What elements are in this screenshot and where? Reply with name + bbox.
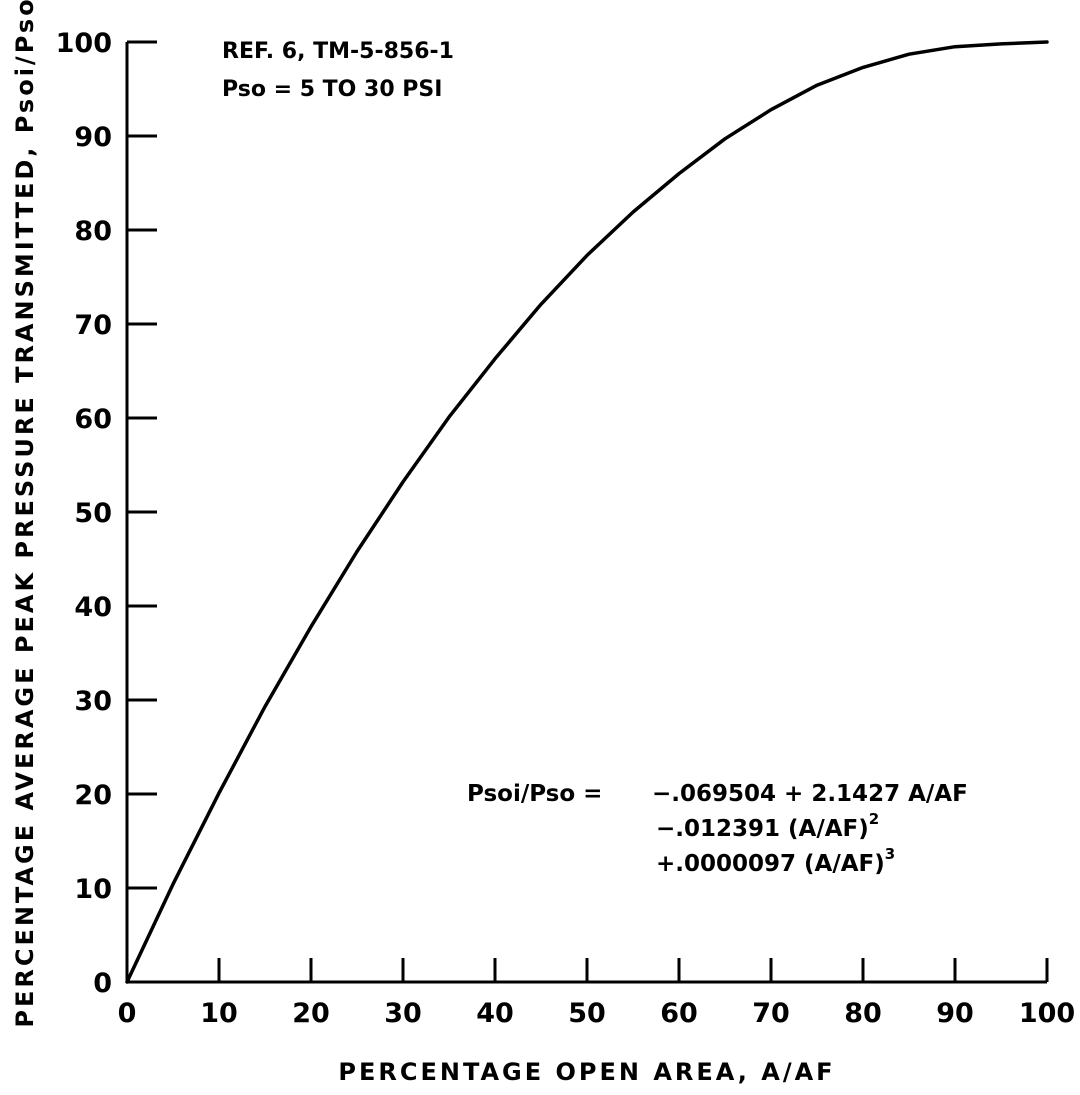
y-tick-label: 0	[93, 968, 112, 999]
x-tick-label: 30	[384, 998, 422, 1029]
y-tick-label: 20	[74, 780, 112, 811]
equation-lhs: Psoi/Pso =	[467, 781, 602, 807]
ticks	[127, 40, 1049, 982]
tick-labels: 0 10 20 30 40 50 60 70 80 90 100 0 10 20 30 40 50 60 70 80 9…	[56, 28, 1076, 1029]
x-tick-label: 60	[660, 998, 698, 1029]
x-tick-label: 0	[118, 998, 137, 1029]
y-tick-label: 90	[74, 122, 112, 153]
y-axis-title: PERCENTAGE AVERAGE PEAK PRESSURE TRANSMI…	[11, 0, 39, 1028]
x-tick-label: 40	[476, 998, 514, 1029]
ref-annotation: REF. 6, TM-5-856-1	[222, 39, 454, 64]
y-tick-label: 50	[74, 498, 112, 529]
equation-line-2-exponent: 2	[869, 810, 879, 828]
pressure-range-annotation: Pso = 5 TO 30 PSI	[222, 77, 442, 102]
equation-line-2: −.012391 (A/AF)2	[656, 810, 879, 842]
y-tick-label: 70	[74, 310, 112, 341]
x-tick-label: 100	[1019, 998, 1075, 1029]
y-tick-label: 30	[74, 686, 112, 717]
y-tick-label: 60	[74, 404, 112, 435]
x-axis-title: PERCENTAGE OPEN AREA, A/AF	[338, 1058, 835, 1086]
y-tick-label: 10	[74, 874, 112, 905]
equation-line-3-body: +.0000097 (A/AF)	[656, 851, 885, 877]
equation-line-3: +.0000097 (A/AF)3	[656, 845, 895, 877]
equation-line-1: −.069504 + 2.1427 A/AF	[652, 781, 968, 807]
equation-line-2-body: −.012391 (A/AF)	[656, 816, 869, 842]
y-tick-label: 100	[56, 28, 112, 59]
axes	[125, 42, 1047, 984]
x-tick-label: 10	[200, 998, 238, 1029]
x-tick-label: 70	[752, 998, 790, 1029]
data-points	[125, 40, 1049, 984]
x-tick-label: 80	[844, 998, 882, 1029]
series-line	[125, 40, 1049, 984]
y-tick-label: 80	[74, 216, 112, 247]
y-tick-label: 40	[74, 592, 112, 623]
equation-line-3-exponent: 3	[885, 845, 895, 863]
x-tick-label: 20	[292, 998, 330, 1029]
x-tick-label: 50	[568, 998, 606, 1029]
x-tick-label: 90	[936, 998, 974, 1029]
